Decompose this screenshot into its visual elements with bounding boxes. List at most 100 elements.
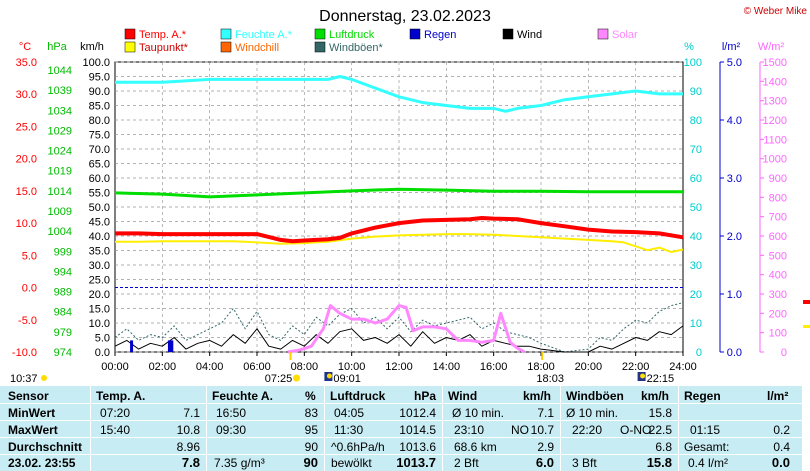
header-sensor: Sensor bbox=[8, 389, 49, 403]
avg-press-trend: ^0.6hPa/h bbox=[331, 440, 385, 454]
wind-tick: 95.0 bbox=[89, 72, 110, 84]
x-tick-label: 10:00 bbox=[338, 361, 366, 373]
legend-swatch bbox=[124, 28, 136, 40]
legend-swatch bbox=[220, 41, 232, 53]
legend-label: Windböen* bbox=[329, 42, 384, 54]
series-feuchte-a bbox=[115, 75, 683, 113]
wind-tick: 35.0 bbox=[89, 246, 110, 258]
header-rain: Regen bbox=[684, 389, 721, 403]
header-gust: Windböen bbox=[566, 389, 624, 403]
header-temp: Temp. A. bbox=[96, 389, 146, 403]
x-tick-label: 16:00 bbox=[480, 361, 508, 373]
wind-tick: 45.0 bbox=[89, 217, 110, 229]
min-hum-time: 16:50 bbox=[216, 406, 247, 420]
pressure-tick: 1024 bbox=[48, 146, 72, 158]
humidity-tick: 100 bbox=[684, 57, 702, 69]
header-rain-unit: l/m² bbox=[767, 389, 789, 403]
row-max-label: MaxWert bbox=[8, 423, 58, 437]
temp-current-indicator bbox=[803, 300, 810, 304]
x-tick-label: 14:00 bbox=[433, 361, 461, 373]
wind-tick: 25.0 bbox=[89, 275, 110, 287]
solar-tick: 500 bbox=[769, 250, 787, 262]
avg-rain: 0.4 bbox=[773, 440, 790, 454]
current-rain-total: 0.4 l/m² bbox=[688, 456, 729, 470]
temp-axis-unit: °C bbox=[19, 41, 31, 53]
wind-tick: 80.0 bbox=[89, 115, 110, 127]
humidity-tick: 20 bbox=[690, 289, 702, 301]
legend: Temp. A.* Feuchte A.* Luftdruck Regen Wind So… bbox=[124, 28, 638, 54]
rain-bar bbox=[170, 340, 174, 352]
pressure-tick: 1014 bbox=[48, 186, 72, 198]
min-temp: 7.1 bbox=[183, 406, 200, 420]
humidity-tick: 10 bbox=[690, 318, 702, 330]
current-wind: 6.0 bbox=[535, 455, 554, 470]
current-gust: 15.8 bbox=[646, 455, 672, 470]
rain-tick: 1.0 bbox=[727, 289, 742, 301]
solar-tick: 1100 bbox=[763, 134, 787, 146]
pressure-tick: 979 bbox=[54, 327, 72, 339]
pressure-tick: 984 bbox=[54, 307, 72, 319]
rain-tick: 3.0 bbox=[727, 173, 742, 185]
row-min-label: MinWert bbox=[8, 406, 56, 420]
solar-tick: 1000 bbox=[763, 154, 787, 166]
humidity-tick: 50 bbox=[690, 202, 702, 214]
solar-axis-unit: W/m² bbox=[758, 41, 785, 53]
series-windb-en bbox=[114, 302, 684, 353]
solar-tick: 600 bbox=[769, 231, 787, 243]
solar-tick: 1400 bbox=[763, 76, 787, 88]
current-gust-bft: 3 Bft bbox=[572, 456, 597, 470]
legend-swatch bbox=[502, 28, 514, 40]
max-rain: 0.2 bbox=[773, 423, 790, 437]
legend-label: Windchill bbox=[235, 42, 279, 54]
solar-tick: 800 bbox=[769, 192, 787, 204]
wind-tick: 40.0 bbox=[89, 231, 110, 243]
humidity-tick: 60 bbox=[690, 173, 702, 185]
temp-tick: -10.0 bbox=[12, 347, 37, 359]
pressure-tick: 989 bbox=[54, 287, 72, 299]
pressure-tick: 1034 bbox=[48, 105, 72, 117]
wind-tick: 60.0 bbox=[89, 173, 110, 185]
max-wind-dir: NO bbox=[511, 423, 529, 437]
wind-tick: 5.0 bbox=[95, 333, 110, 345]
temp-tick: 30.0 bbox=[16, 89, 37, 101]
current-rain: 0.0 bbox=[771, 455, 790, 470]
solar-tick: 0 bbox=[781, 347, 787, 359]
x-tick-label: 18:00 bbox=[527, 361, 555, 373]
avg-press: 1013.6 bbox=[399, 440, 436, 454]
legend-swatch bbox=[314, 41, 326, 53]
x-tick-label: 20:00 bbox=[575, 361, 603, 373]
solar-tick: 1200 bbox=[763, 115, 787, 127]
sunset-time: 18:03 bbox=[536, 373, 564, 385]
header-humidity: Feuchte A. bbox=[212, 389, 273, 403]
max-temp: 10.8 bbox=[176, 423, 200, 437]
series-temp-a bbox=[115, 216, 684, 244]
series-taupunkt bbox=[115, 233, 684, 254]
rain-axis-unit: l/m² bbox=[722, 41, 741, 53]
legend-label: Regen bbox=[424, 29, 456, 41]
wind-tick: 75.0 bbox=[89, 130, 110, 142]
pressure-tick: 1009 bbox=[48, 206, 72, 218]
wind-tick: 50.0 bbox=[89, 202, 110, 214]
moon-icon bbox=[326, 373, 332, 379]
legend-swatch bbox=[314, 28, 326, 40]
rain-tick: 2.0 bbox=[727, 231, 742, 243]
wind-tick: 100.0 bbox=[82, 57, 110, 69]
temp-tick: 25.0 bbox=[16, 121, 37, 133]
wind-axis-unit: km/h bbox=[80, 41, 104, 53]
plot-area bbox=[114, 75, 684, 354]
current-time: 10:37 bbox=[10, 373, 38, 385]
rain-bar bbox=[167, 340, 171, 352]
header-wind-unit: km/h bbox=[523, 389, 552, 403]
pressure-tick: 1004 bbox=[48, 226, 72, 238]
humidity-tick: 80 bbox=[690, 115, 702, 127]
solar-tick: 1500 bbox=[763, 57, 787, 69]
statistics-table: Sensor Temp. A. Feuchte A. % Luftdruck h… bbox=[0, 386, 802, 471]
max-wind-time: 23:10 bbox=[454, 423, 485, 437]
header-humidity-unit: % bbox=[305, 389, 316, 403]
temp-tick: 5.0 bbox=[22, 250, 37, 262]
current-abs-humidity: 7.35 g/m³ bbox=[214, 456, 265, 470]
sun-icon bbox=[41, 375, 47, 381]
avg-wind-distance: 68.6 km bbox=[454, 440, 497, 454]
max-hum: 95 bbox=[304, 423, 318, 437]
wind-tick: 30.0 bbox=[89, 260, 110, 272]
